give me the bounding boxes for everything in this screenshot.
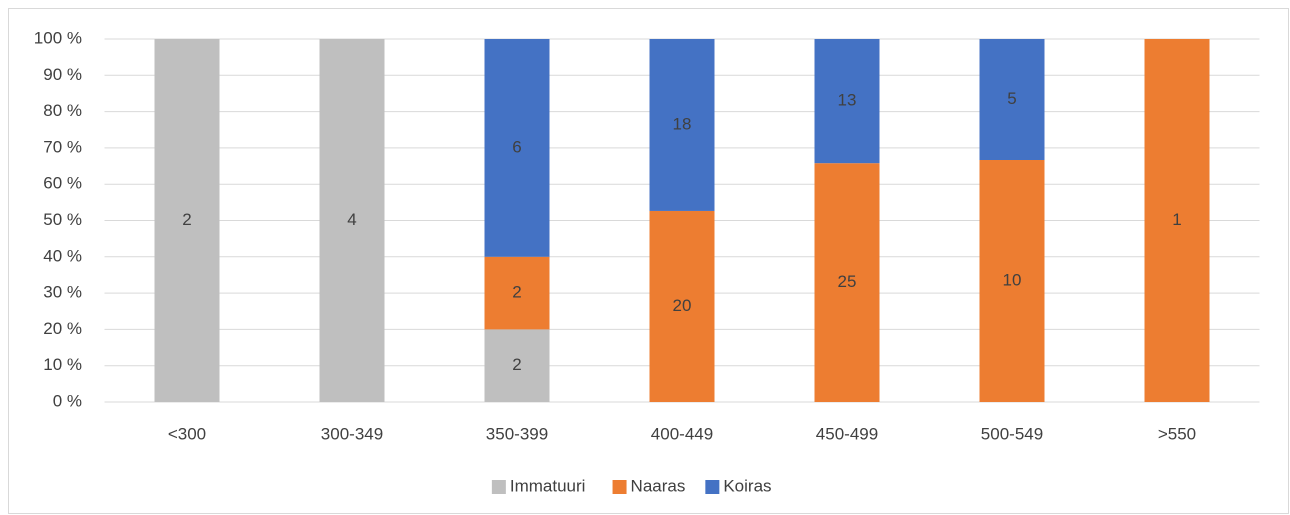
data-label: 5 bbox=[1007, 89, 1016, 108]
y-tick-label: 100 % bbox=[34, 28, 82, 47]
y-tick-label: 10 % bbox=[43, 355, 82, 374]
y-tick-label: 50 % bbox=[43, 210, 82, 229]
x-tick-label: 400-449 bbox=[651, 424, 713, 443]
bar-segment bbox=[979, 160, 1045, 402]
x-tick-label: 500-549 bbox=[981, 424, 1043, 443]
legend-swatch bbox=[705, 480, 720, 494]
y-tick-label: 80 % bbox=[43, 101, 82, 120]
data-label: 2 bbox=[512, 355, 521, 374]
data-label: 13 bbox=[838, 91, 857, 110]
bar-segment bbox=[484, 39, 550, 257]
data-label: 20 bbox=[673, 296, 692, 315]
y-tick-label: 0 % bbox=[53, 391, 82, 410]
y-tick-label: 70 % bbox=[43, 137, 82, 156]
y-tick-label: 30 % bbox=[43, 283, 82, 302]
x-tick-label: 450-499 bbox=[816, 424, 878, 443]
data-label: 10 bbox=[1003, 270, 1022, 289]
x-tick-label: 350-399 bbox=[486, 424, 548, 443]
data-label: 4 bbox=[347, 210, 356, 229]
y-tick-label: 60 % bbox=[43, 174, 82, 193]
bar-segment bbox=[649, 39, 715, 211]
data-label: 25 bbox=[838, 272, 857, 291]
bar-segment bbox=[154, 39, 220, 402]
y-tick-label: 20 % bbox=[43, 319, 82, 338]
legend-swatch bbox=[612, 480, 627, 494]
bar-segment bbox=[484, 256, 550, 330]
bar-segment bbox=[979, 39, 1045, 160]
data-label: 18 bbox=[673, 114, 692, 133]
chart-border bbox=[8, 8, 1289, 514]
legend-label: Koiras bbox=[723, 476, 771, 495]
x-tick-label: 300-349 bbox=[321, 424, 383, 443]
bar-segment bbox=[814, 39, 880, 164]
x-tick-label: >550 bbox=[1158, 424, 1196, 443]
legend-label: Immatuuri bbox=[510, 476, 586, 495]
y-tick-label: 40 % bbox=[43, 246, 82, 265]
legend-swatch bbox=[491, 480, 506, 494]
bar-segment bbox=[1144, 39, 1210, 402]
data-label: 2 bbox=[182, 210, 191, 229]
data-label: 2 bbox=[512, 283, 521, 302]
bar-segment bbox=[319, 39, 385, 402]
legend-label: Naaras bbox=[631, 476, 686, 495]
x-tick-label: <300 bbox=[168, 424, 206, 443]
y-tick-label: 90 % bbox=[43, 65, 82, 84]
bar-segment bbox=[814, 163, 880, 402]
data-label: 6 bbox=[512, 137, 521, 156]
bar-segment bbox=[484, 329, 550, 402]
data-label: 1 bbox=[1172, 210, 1181, 229]
bar-segment bbox=[649, 210, 715, 402]
